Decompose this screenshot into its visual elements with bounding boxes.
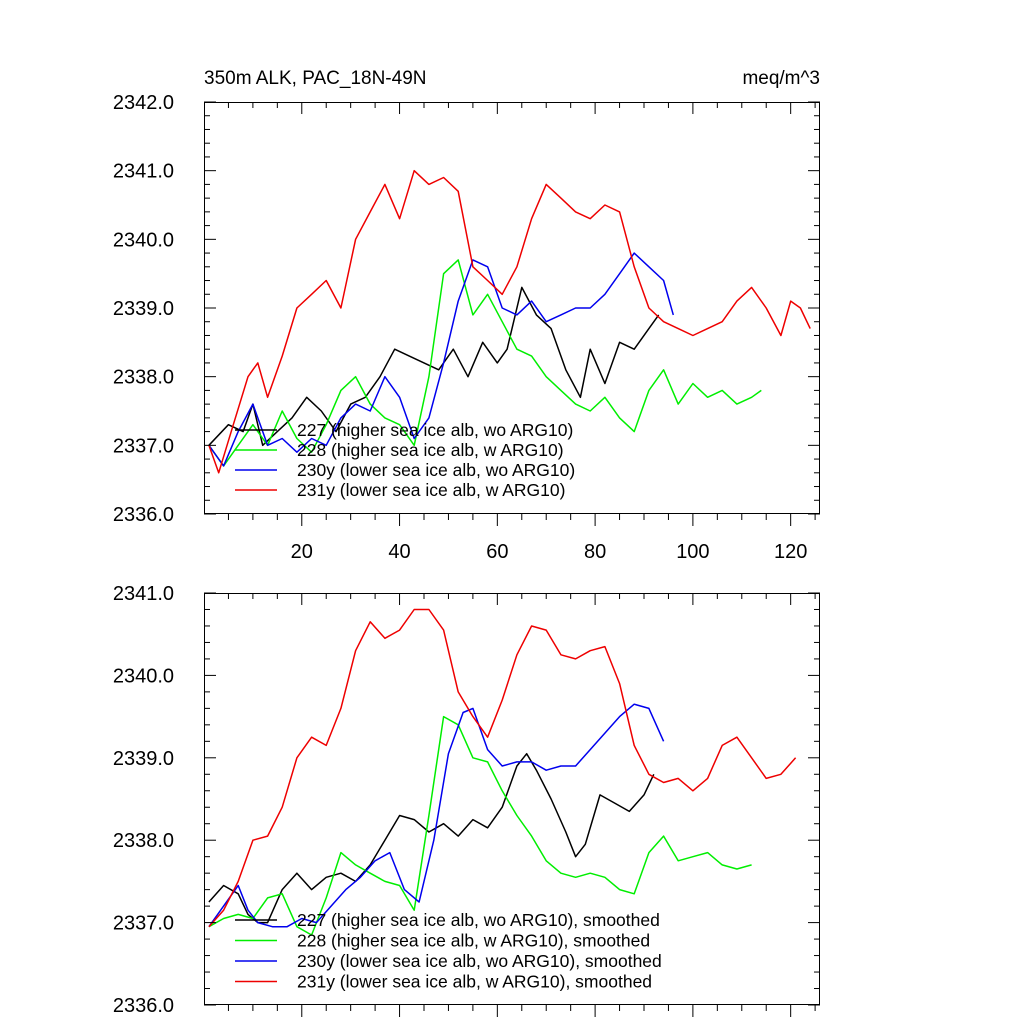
y-tick-label: 2339.0 [113, 748, 174, 770]
plot-frame-bottom [204, 593, 820, 1005]
y-tick-label: 2336.0 [113, 504, 174, 526]
y-tick-label: 2338.0 [113, 367, 174, 389]
series-line-2 [208, 259, 762, 467]
chart-units: meq/m^3 [742, 68, 820, 89]
series-line-2 [208, 715, 752, 936]
plot-area-top [208, 169, 811, 474]
x-tick-label: 100 [676, 541, 709, 563]
legend-label-4: 231y (lower sea ice alb, w ARG10), smoot… [297, 972, 652, 992]
legend-label-3: 230y (lower sea ice alb, wo ARG10), smoo… [297, 951, 662, 971]
legend-label-3: 230y (lower sea ice alb, wo ARG10) [297, 460, 575, 480]
y-axis-labels-bottom: 2336.0 2337.0 2338.0 2339.0 2340.0 2341.0 [113, 583, 174, 1017]
legend-label-1: 227 (higher sea ice alb, wo ARG10) [297, 420, 573, 440]
series-line-1 [208, 752, 655, 924]
y-tick-label: 2341.0 [113, 161, 174, 183]
x-tick-label: 20 [291, 541, 313, 563]
series-line-3 [208, 703, 665, 928]
y-tick-label: 2340.0 [113, 229, 174, 251]
x-axis-labels-top: 20 40 60 80 100 120 [291, 541, 808, 563]
series-line-4 [208, 608, 797, 928]
legend-label-2: 228 (higher sea ice alb, w ARG10) [297, 440, 564, 460]
legend-label-2: 228 (higher sea ice alb, w ARG10), smoot… [297, 931, 650, 951]
y-tick-label: 2337.0 [113, 913, 174, 935]
legend-bottom: 227 (higher sea ice alb, wo ARG10), smoo… [235, 910, 662, 992]
y-tick-label: 2342.0 [113, 92, 174, 114]
x-tick-label: 40 [388, 541, 410, 563]
y-tick-label: 2339.0 [113, 298, 174, 320]
x-tick-label: 60 [486, 541, 508, 563]
legend-label-4: 231y (lower sea ice alb, w ARG10) [297, 480, 565, 500]
y-tick-label: 2340.0 [113, 665, 174, 687]
y-tick-label: 2341.0 [113, 583, 174, 605]
axis-ticks-top [204, 101, 820, 526]
plot-area-bottom [208, 608, 797, 936]
chart-top-panel: 350m ALK, PAC_18N-49N meq/m^3 227 (highe… [113, 68, 820, 563]
y-tick-label: 2336.0 [113, 995, 174, 1017]
axis-ticks-bottom [204, 592, 820, 1017]
series-line-1 [208, 286, 660, 447]
series-line-4 [208, 169, 811, 474]
chart-title: 350m ALK, PAC_18N-49N [204, 68, 427, 89]
chart-bottom-panel: 227 (higher sea ice alb, wo ARG10), smoo… [113, 583, 820, 1017]
y-tick-label: 2338.0 [113, 830, 174, 852]
series-line-3 [208, 252, 675, 467]
x-tick-label: 80 [584, 541, 606, 563]
x-tick-label: 120 [774, 541, 807, 563]
legend-top: 227 (higher sea ice alb, wo ARG10)228 (h… [235, 420, 575, 500]
y-axis-labels-top: 2336.0 2337.0 2338.0 2339.0 2340.0 2341.0 2342… [113, 92, 174, 526]
legend-label-1: 227 (higher sea ice alb, wo ARG10), smoo… [297, 910, 660, 930]
y-tick-label: 2337.0 [113, 435, 174, 457]
